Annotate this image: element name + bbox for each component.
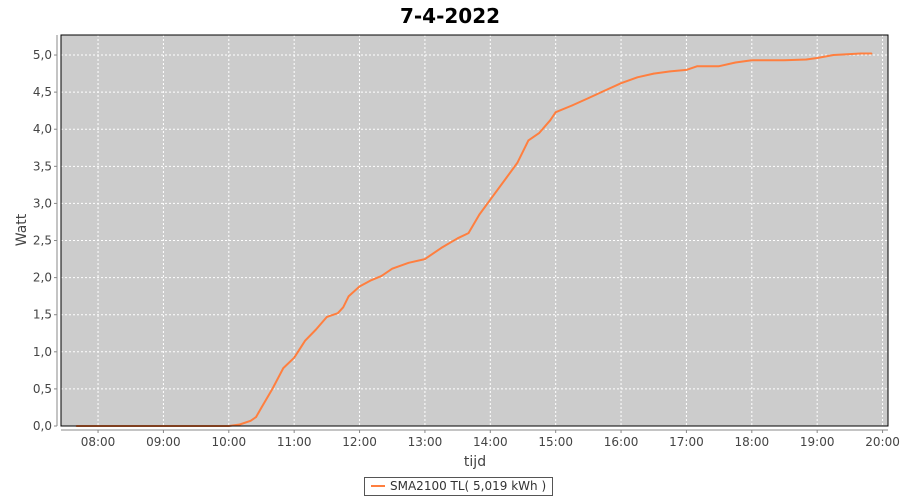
data-point bbox=[538, 132, 541, 134]
x-tick-label: 12:00 bbox=[342, 435, 377, 449]
data-point bbox=[636, 76, 639, 79]
y-tick-label: 1,0 bbox=[33, 345, 52, 359]
y-tick-label: 2,0 bbox=[33, 271, 52, 285]
data-point bbox=[832, 54, 835, 56]
data-point bbox=[516, 161, 519, 164]
x-tick-label: 16:00 bbox=[604, 435, 639, 449]
data-point bbox=[696, 65, 699, 67]
x-tick-label: 13:00 bbox=[408, 435, 443, 449]
data-point bbox=[783, 59, 786, 62]
data-point bbox=[326, 316, 328, 318]
y-axis-label: Watt bbox=[14, 213, 30, 246]
data-point bbox=[467, 232, 470, 234]
data-point bbox=[587, 97, 590, 99]
data-point bbox=[255, 416, 257, 418]
data-point bbox=[304, 339, 306, 342]
axes: 0,0 0,5 1,0 1,5 2,0 2,5 3,0 3,5 4,0 4,5 5,0 08:00 09… bbox=[33, 35, 900, 449]
grid-lines bbox=[61, 35, 888, 427]
data-point bbox=[571, 104, 573, 107]
data-point bbox=[336, 312, 339, 315]
legend-label: SMA2100 TL( 5,019 kWh ) bbox=[390, 479, 547, 493]
data-point bbox=[260, 406, 263, 409]
data-point bbox=[527, 139, 530, 142]
data-point bbox=[315, 328, 317, 331]
y-tick-label: 4,5 bbox=[33, 85, 52, 99]
x-tick-label: 09:00 bbox=[146, 435, 181, 449]
data-point bbox=[369, 279, 372, 282]
x-axis-label: tijd bbox=[464, 454, 486, 470]
x-tick-label: 15:00 bbox=[538, 435, 573, 449]
data-point bbox=[816, 57, 818, 59]
x-tick-label: 18:00 bbox=[735, 435, 770, 449]
x-tick-label: 17:00 bbox=[669, 435, 704, 449]
data-point bbox=[440, 247, 443, 249]
data-point bbox=[478, 213, 481, 216]
data-point bbox=[805, 58, 808, 61]
x-tick-label: 20:00 bbox=[865, 435, 900, 449]
chart-title: 7-4-2022 bbox=[399, 4, 501, 28]
data-point bbox=[293, 356, 295, 359]
data-point bbox=[407, 261, 410, 264]
x-tick-label: 11:00 bbox=[277, 435, 312, 449]
x-tick-label: 19:00 bbox=[800, 435, 835, 449]
data-point bbox=[347, 295, 350, 297]
data-point bbox=[669, 70, 671, 73]
data-point bbox=[489, 198, 492, 201]
y-tick-label: 4,0 bbox=[33, 122, 52, 136]
y-tick-label: 3,0 bbox=[33, 196, 52, 210]
x-tick-label: 14:00 bbox=[473, 435, 508, 449]
data-point bbox=[620, 82, 622, 85]
data-point bbox=[549, 119, 552, 122]
data-point bbox=[391, 267, 394, 270]
data-point bbox=[751, 59, 753, 62]
data-point bbox=[870, 52, 873, 55]
data-point bbox=[603, 89, 606, 92]
data-point bbox=[358, 285, 361, 288]
data-point bbox=[734, 61, 737, 64]
data-point bbox=[249, 420, 252, 422]
data-point bbox=[282, 367, 285, 369]
x-tick-label: 08:00 bbox=[81, 435, 116, 449]
plot-area bbox=[61, 35, 888, 426]
data-point bbox=[505, 176, 508, 179]
y-tick-label: 0,5 bbox=[33, 382, 52, 396]
y-tick-label: 5,0 bbox=[33, 48, 52, 62]
data-point bbox=[652, 72, 655, 75]
y-tick-label: 2,5 bbox=[33, 234, 52, 248]
data-point bbox=[554, 111, 557, 113]
x-tick-label: 10:00 bbox=[212, 435, 247, 449]
data-point bbox=[238, 423, 241, 426]
legend: SMA2100 TL( 5,019 kWh ) bbox=[364, 477, 554, 496]
y-tick-label: 3,5 bbox=[33, 159, 52, 173]
data-point bbox=[685, 69, 688, 71]
data-point bbox=[456, 237, 459, 240]
plot-border bbox=[60, 34, 889, 427]
series-layer bbox=[75, 52, 873, 427]
y-tick-label: 0,0 bbox=[33, 419, 52, 433]
data-point bbox=[718, 65, 720, 67]
series-line bbox=[76, 52, 872, 427]
data-point bbox=[859, 52, 862, 55]
data-point bbox=[271, 388, 274, 390]
data-point bbox=[342, 306, 345, 309]
legend-swatch bbox=[371, 485, 385, 487]
y-tick-label: 1,5 bbox=[33, 308, 52, 322]
data-point bbox=[380, 275, 383, 277]
data-point bbox=[424, 258, 426, 260]
